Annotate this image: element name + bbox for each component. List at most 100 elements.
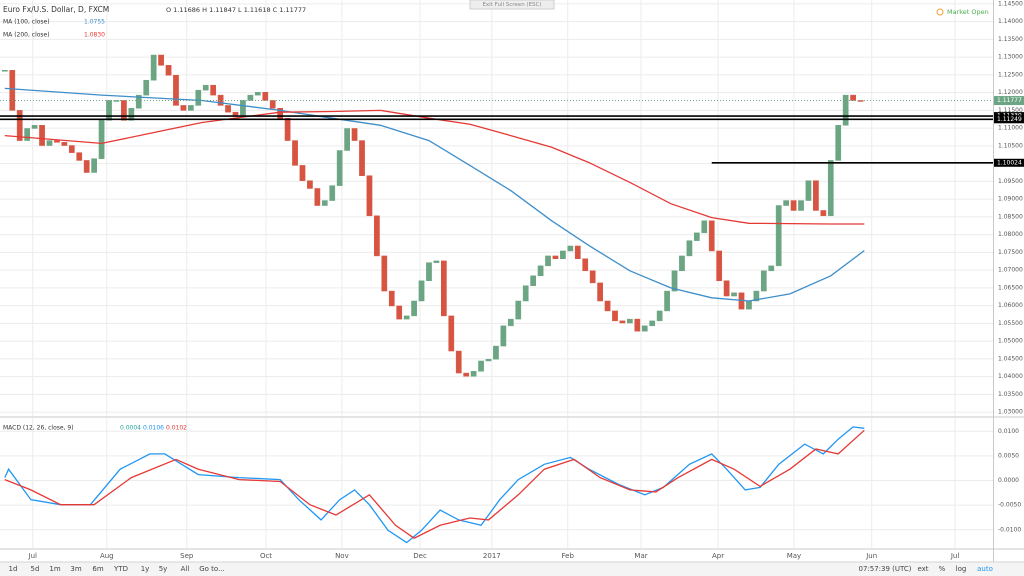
x-tick-label: 2017 bbox=[483, 552, 501, 560]
option-button[interactable]: ext bbox=[917, 565, 928, 573]
x-tick-label: Sep bbox=[180, 552, 194, 560]
candle bbox=[121, 100, 127, 121]
option-button[interactable]: % bbox=[939, 565, 946, 573]
exit-button[interactable] bbox=[469, 0, 555, 10]
range-button[interactable]: 6m bbox=[92, 565, 103, 573]
candle bbox=[545, 255, 551, 267]
range-button[interactable]: YTD bbox=[113, 565, 128, 573]
range-button[interactable]: All bbox=[181, 565, 190, 573]
candle bbox=[150, 54, 157, 81]
candle bbox=[165, 65, 172, 76]
x-tick-label: Jul bbox=[950, 552, 960, 560]
x-tick-label: Dec bbox=[413, 552, 427, 560]
candle bbox=[522, 285, 529, 302]
y-tick-label: 0.0100 bbox=[998, 428, 1019, 435]
y-tick-label: 1.09500 bbox=[998, 178, 1023, 185]
level-label: 1.10024 bbox=[997, 159, 1022, 166]
x-tick-label: Nov bbox=[335, 552, 349, 560]
y-tick-label: 1.12000 bbox=[998, 89, 1023, 96]
candle bbox=[574, 245, 581, 260]
y-tick-label: 1.06000 bbox=[998, 302, 1023, 309]
candle bbox=[634, 318, 641, 332]
line-series bbox=[4, 109, 865, 225]
candle bbox=[664, 290, 670, 312]
macd-hist: 0.0004 bbox=[120, 425, 141, 432]
candle bbox=[582, 258, 589, 272]
candle bbox=[31, 125, 38, 129]
level-box bbox=[994, 115, 1024, 124]
candle bbox=[493, 345, 499, 360]
option-button[interactable]: auto bbox=[977, 565, 993, 573]
range-button[interactable]: 3m bbox=[70, 565, 81, 573]
candle bbox=[1, 70, 8, 72]
x-tick-label: Feb bbox=[562, 552, 575, 560]
y-tick-label: 1.11000 bbox=[998, 125, 1023, 132]
candle bbox=[708, 220, 715, 252]
line-series bbox=[4, 426, 865, 544]
last-price-label: 1.11777 bbox=[997, 97, 1022, 104]
candle bbox=[857, 100, 864, 102]
candle bbox=[612, 310, 618, 322]
candle bbox=[314, 188, 321, 206]
last-price-box bbox=[994, 96, 1024, 106]
ma200-legend: MA (200, close) bbox=[3, 32, 50, 39]
candle bbox=[552, 255, 559, 260]
ma100-legend: MA (100, close) bbox=[3, 19, 50, 26]
y-tick-label: 1.03500 bbox=[998, 391, 1023, 398]
candle bbox=[470, 371, 477, 377]
candle bbox=[560, 250, 566, 260]
candle bbox=[656, 310, 663, 322]
x-tick-label: Jul bbox=[28, 552, 38, 560]
candle bbox=[299, 165, 306, 181]
candle bbox=[254, 92, 261, 96]
candle bbox=[68, 145, 75, 153]
candle bbox=[835, 125, 842, 161]
x-tick-label: Mar bbox=[634, 552, 647, 560]
candle bbox=[567, 245, 574, 252]
candle bbox=[388, 290, 395, 307]
y-tick-label: 1.04500 bbox=[998, 355, 1023, 362]
exit-text[interactable]: Exit Full Screen (ESC) bbox=[482, 2, 541, 8]
y-tick-label: 0.0050 bbox=[998, 452, 1019, 459]
candle bbox=[247, 94, 254, 101]
range-button[interactable]: 5y bbox=[159, 565, 168, 573]
candle bbox=[411, 300, 417, 317]
candle bbox=[783, 200, 789, 206]
option-button[interactable]: log bbox=[956, 565, 967, 573]
candle bbox=[418, 280, 425, 302]
macd-value: 0.0106 bbox=[143, 425, 164, 432]
candle bbox=[128, 108, 135, 121]
line-series bbox=[4, 429, 865, 539]
candle bbox=[54, 140, 60, 143]
candle bbox=[39, 125, 45, 146]
range-button[interactable]: 1d bbox=[9, 565, 18, 573]
range-button[interactable]: 1y bbox=[141, 565, 150, 573]
candle bbox=[768, 265, 775, 272]
candle bbox=[805, 180, 812, 201]
candle bbox=[627, 318, 633, 324]
candle bbox=[46, 140, 53, 146]
candle bbox=[217, 94, 224, 106]
symbol-title: Euro Fx/U.S. Dollar, D, FXCM bbox=[3, 5, 109, 14]
y-tick-label: 1.07500 bbox=[998, 249, 1023, 256]
grid bbox=[0, 0, 993, 548]
toolbar bbox=[0, 562, 1024, 576]
ohlc: O 1.11686 H 1.11847 L 1.11618 C 1.11777 bbox=[166, 6, 306, 14]
clock: 07:57:39 (UTC) bbox=[858, 565, 911, 573]
range-button[interactable]: Go to... bbox=[199, 565, 225, 573]
candle bbox=[537, 265, 544, 277]
x-tick-label: Oct bbox=[260, 552, 272, 560]
candle bbox=[195, 89, 202, 106]
candle bbox=[701, 220, 708, 234]
candle bbox=[351, 128, 358, 141]
candle bbox=[597, 282, 603, 302]
candle bbox=[619, 320, 626, 324]
range-button[interactable]: 1m bbox=[49, 565, 60, 573]
range-button[interactable]: 5d bbox=[31, 565, 40, 573]
candle bbox=[366, 175, 373, 217]
candle bbox=[820, 210, 827, 217]
candle bbox=[760, 270, 767, 292]
y-tick-label: -0.0050 bbox=[998, 502, 1021, 509]
candle bbox=[746, 300, 752, 310]
